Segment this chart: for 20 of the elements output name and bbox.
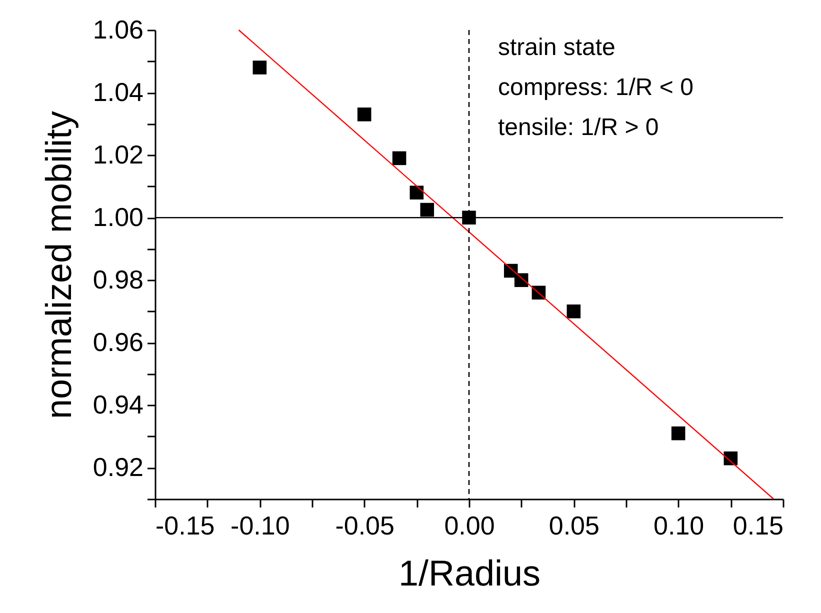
y-tick-label: 1.02 (92, 140, 144, 170)
y-tick-label: 1.06 (92, 14, 144, 44)
y-tick-label: 0.94 (92, 390, 144, 420)
x-tick-label: -0.05 (335, 510, 394, 540)
annotation: compress: 1/R < 0 (498, 74, 694, 101)
annotation: strain state (498, 34, 616, 61)
x-tick-label: 0.05 (548, 510, 600, 540)
x-axis-title: 1/Radius (398, 552, 541, 594)
x-tick-label: 0.15 (732, 510, 784, 540)
y-axis-title: normalized mobility (38, 110, 79, 420)
y-tick-label: 0.92 (92, 452, 144, 482)
x-tick-label: -0.10 (230, 510, 290, 540)
y-tick-label: 1.04 (92, 77, 144, 108)
x-tick-label: -0.15 (156, 510, 215, 540)
y-tick-label: 0.96 (92, 327, 144, 358)
y-tick-label: 0.98 (92, 264, 144, 295)
x-tick-label: 0.00 (444, 510, 495, 540)
annotation: tensile: 1/R > 0 (498, 114, 659, 141)
x-tick-label: 0.10 (654, 510, 704, 540)
y-tick-label: 1.00 (92, 202, 144, 232)
